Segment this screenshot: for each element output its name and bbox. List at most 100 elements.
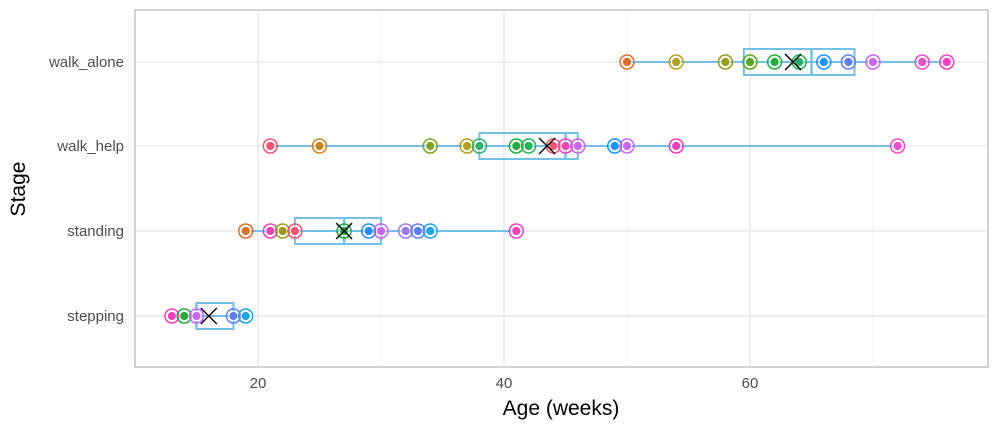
- data-point: [818, 56, 829, 68]
- stage-walk-alone: [619, 48, 955, 76]
- iqr-box: [742, 48, 856, 76]
- mean-marker: [784, 53, 802, 71]
- point-ring: [397, 223, 414, 239]
- data-point: [474, 140, 485, 152]
- data-point: [609, 140, 620, 152]
- x-tick-label: 60: [742, 375, 759, 392]
- data-point: [166, 310, 177, 322]
- data-point: [720, 56, 731, 68]
- point-ring: [520, 138, 537, 154]
- y-tick-labels: stepping standing walk_help walk_alone: [48, 54, 124, 325]
- y-tick-label: standing: [67, 223, 124, 240]
- point-ring: [508, 138, 525, 154]
- data-point: [462, 140, 473, 152]
- data-point: [179, 310, 190, 322]
- data-point: [621, 140, 633, 152]
- point-ring: [668, 54, 684, 70]
- x-axis-title: Age (weeks): [503, 397, 620, 420]
- point-ring: [459, 138, 475, 154]
- data-point: [240, 225, 251, 237]
- point-ring: [188, 308, 205, 324]
- data-point: [867, 56, 879, 68]
- data-point: [240, 310, 251, 322]
- point-ring: [742, 54, 758, 70]
- data-point: [892, 140, 903, 152]
- data-point: [363, 225, 374, 237]
- point-ring: [889, 138, 906, 154]
- point-ring: [606, 138, 623, 154]
- data-point: [412, 225, 423, 237]
- point-ring: [164, 308, 180, 324]
- point-ring: [274, 223, 291, 239]
- data-point: [265, 225, 276, 237]
- point-ring: [262, 223, 279, 239]
- data-point: [794, 56, 805, 68]
- data-point: [523, 140, 534, 152]
- point-ring: [766, 54, 783, 70]
- point-ring: [840, 54, 857, 70]
- point-ring: [939, 54, 955, 70]
- stage-stepping: [164, 302, 254, 330]
- data-point: [265, 140, 276, 152]
- point-ring: [311, 138, 328, 154]
- point-ring: [373, 223, 389, 239]
- point-ring: [508, 223, 525, 239]
- data-point: [228, 310, 239, 322]
- stage-walk-help: [262, 132, 906, 160]
- point-ring: [619, 54, 635, 70]
- point-ring: [865, 54, 881, 70]
- point-ring: [816, 54, 832, 70]
- data-point: [314, 140, 325, 152]
- point-ring: [225, 308, 242, 324]
- data-point: [769, 56, 780, 68]
- point-ring: [410, 223, 426, 239]
- data-point: [671, 56, 682, 68]
- point-ring: [619, 138, 635, 154]
- point-ring: [336, 223, 352, 239]
- y-axis-title: Stage: [7, 162, 30, 217]
- data-point: [400, 225, 411, 237]
- data-point: [621, 56, 633, 68]
- data-point: [744, 56, 756, 68]
- point-ring: [262, 138, 279, 154]
- y-tick-label: stepping: [67, 308, 124, 325]
- point-ring: [176, 308, 192, 324]
- data-point: [375, 225, 387, 237]
- y-tick-label: walk_alone: [48, 54, 124, 71]
- data-point: [277, 225, 288, 237]
- point-ring: [237, 308, 254, 324]
- plot-panel: [134, 9, 989, 368]
- mean-marker: [335, 222, 353, 240]
- point-ring: [557, 138, 574, 154]
- stage-standing: [237, 217, 525, 245]
- point-ring: [422, 223, 438, 239]
- data-point: [425, 225, 436, 237]
- data-point: [511, 225, 522, 237]
- data-point: [191, 310, 202, 322]
- point-ring: [668, 138, 684, 154]
- y-tick-label: walk_help: [56, 138, 124, 155]
- x-tick-label: 40: [496, 375, 513, 392]
- data-point: [843, 56, 854, 68]
- point-ring: [570, 138, 586, 154]
- point-ring: [237, 223, 254, 239]
- point-ring: [717, 54, 734, 70]
- data-point: [941, 56, 952, 68]
- data-point: [917, 56, 928, 68]
- data-point: [560, 140, 571, 152]
- point-ring: [287, 223, 303, 239]
- x-tick-labels: 20 40 60: [250, 375, 759, 392]
- data-point: [289, 225, 300, 237]
- data-point: [572, 140, 583, 152]
- point-ring: [471, 138, 488, 154]
- chart-marks: [164, 48, 955, 330]
- point-ring: [914, 54, 930, 70]
- point-ring: [422, 138, 438, 154]
- data-point: [511, 140, 522, 152]
- point-ring: [360, 223, 377, 239]
- mean-marker: [200, 307, 218, 325]
- x-tick-label: 20: [250, 375, 267, 392]
- mean-marker: [538, 137, 556, 155]
- data-point: [425, 140, 436, 152]
